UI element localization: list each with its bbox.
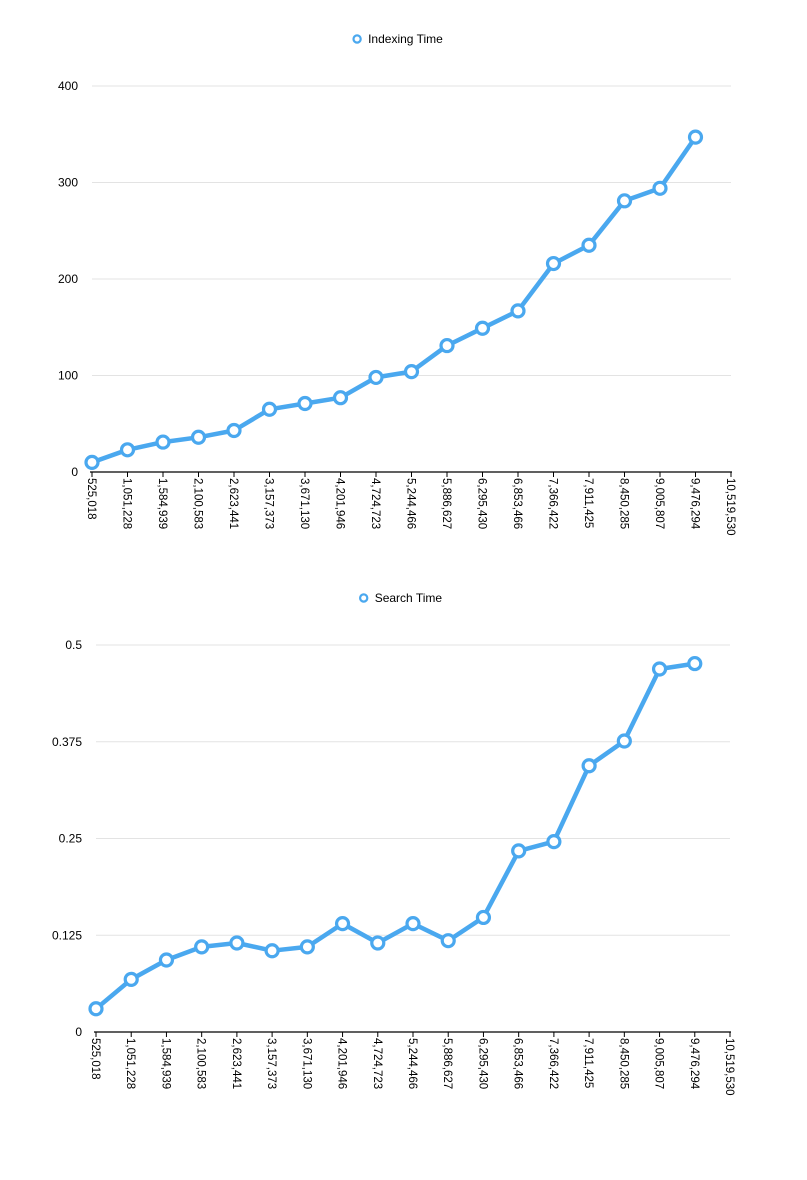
data-point bbox=[474, 320, 491, 336]
x-tick-label: 10,519,530 bbox=[723, 1038, 735, 1096]
data-point bbox=[155, 434, 171, 450]
data-point bbox=[581, 758, 597, 774]
legend: Indexing Time bbox=[352, 32, 443, 46]
x-tick-label: 525,018 bbox=[85, 478, 97, 520]
x-tick-label: 5,244,466 bbox=[406, 1038, 418, 1089]
data-point bbox=[651, 661, 668, 677]
x-tick-label: 7,911,425 bbox=[582, 478, 594, 528]
data-point bbox=[368, 369, 384, 386]
series-line bbox=[89, 134, 698, 465]
data-point bbox=[299, 939, 315, 955]
data-point bbox=[652, 180, 668, 196]
x-tick-label: 1,584,939 bbox=[156, 478, 168, 529]
y-tick-label: 300 bbox=[58, 176, 78, 190]
data-point bbox=[687, 129, 704, 145]
x-tick-label: 3,157,373 bbox=[265, 1038, 277, 1089]
x-tick-label: 6,853,466 bbox=[511, 478, 523, 529]
legend-marker-icon bbox=[359, 593, 369, 603]
data-point bbox=[229, 935, 245, 951]
x-tick-label: 9,005,807 bbox=[653, 478, 665, 529]
data-point bbox=[158, 952, 175, 968]
x-tick-label: 4,724,723 bbox=[369, 478, 381, 529]
x-tick-label: 4,201,946 bbox=[336, 1038, 348, 1089]
legend-label: Search Time bbox=[375, 591, 443, 605]
x-tick-label: 3,671,130 bbox=[298, 478, 310, 529]
data-point bbox=[545, 255, 562, 272]
data-point bbox=[226, 422, 242, 439]
data-point bbox=[190, 429, 207, 445]
data-point bbox=[440, 933, 456, 949]
x-tick-label: 9,476,294 bbox=[688, 1038, 700, 1090]
data-point bbox=[405, 916, 421, 932]
x-tick-label: 525,018 bbox=[89, 1038, 101, 1080]
x-tick-label: 6,853,466 bbox=[512, 1038, 524, 1089]
legend-marker-icon bbox=[352, 34, 362, 44]
data-point bbox=[264, 943, 280, 959]
y-tick-label: 0.5 bbox=[65, 638, 82, 652]
data-point bbox=[616, 193, 633, 209]
x-tick-label: 2,623,441 bbox=[230, 1038, 242, 1089]
data-point bbox=[370, 935, 386, 951]
x-tick-label: 7,366,422 bbox=[547, 1038, 559, 1089]
x-tick-label: 1,051,228 bbox=[121, 478, 133, 529]
legend-label: Indexing Time bbox=[368, 32, 443, 46]
x-tick-label: 2,100,583 bbox=[195, 1038, 207, 1089]
data-point bbox=[334, 916, 351, 932]
x-tick-label: 2,100,583 bbox=[192, 478, 204, 529]
data-point bbox=[332, 390, 349, 406]
x-tick-label: 1,584,939 bbox=[159, 1038, 171, 1089]
data-point bbox=[119, 442, 136, 458]
x-tick-label: 10,519,530 bbox=[724, 478, 736, 536]
x-tick-label: 5,886,627 bbox=[440, 478, 452, 529]
y-tick-label: 0 bbox=[75, 1025, 82, 1039]
data-point bbox=[261, 401, 278, 417]
y-tick-label: 100 bbox=[58, 369, 78, 383]
data-point bbox=[616, 733, 632, 749]
data-point bbox=[687, 655, 703, 672]
series-line bbox=[93, 661, 698, 1012]
data-point bbox=[511, 843, 527, 859]
y-tick-label: 0.25 bbox=[59, 832, 83, 846]
x-tick-label: 7,911,425 bbox=[582, 1038, 594, 1088]
x-tick-label: 5,886,627 bbox=[441, 1038, 453, 1089]
data-point bbox=[546, 833, 562, 850]
data-point bbox=[510, 303, 526, 319]
x-tick-label: 8,450,285 bbox=[617, 1038, 629, 1089]
chart-1: Indexing Time 0 100 200 300 400 525,018 1,051,2… bbox=[58, 32, 736, 536]
data-point bbox=[475, 909, 492, 926]
data-point bbox=[297, 395, 313, 412]
data-point bbox=[439, 337, 455, 354]
x-tick-label: 3,157,373 bbox=[263, 478, 275, 529]
data-point bbox=[194, 939, 210, 955]
x-tick-label: 6,295,430 bbox=[476, 1038, 488, 1089]
y-tick-label: 0.375 bbox=[52, 735, 82, 749]
x-tick-label: 4,724,723 bbox=[371, 1038, 383, 1089]
data-point bbox=[403, 364, 420, 380]
x-tick-label: 7,366,422 bbox=[547, 478, 559, 529]
x-tick-label: 2,623,441 bbox=[227, 478, 239, 529]
y-tick-label: 400 bbox=[58, 79, 78, 93]
data-point bbox=[123, 971, 139, 987]
y-tick-label: 0.125 bbox=[52, 928, 82, 942]
legend: Search Time bbox=[359, 591, 443, 605]
data-point bbox=[84, 454, 100, 470]
data-point bbox=[88, 1001, 104, 1017]
x-tick-label: 3,671,130 bbox=[300, 1038, 312, 1089]
x-tick-label: 1,051,228 bbox=[124, 1038, 136, 1089]
x-tick-label: 5,244,466 bbox=[405, 478, 417, 529]
x-tick-label: 6,295,430 bbox=[476, 478, 488, 529]
x-tick-label: 4,201,946 bbox=[334, 478, 346, 529]
chart-2: Search Time 0 0.125 0.25 0.375 0.5 525,018 1,05… bbox=[52, 591, 735, 1096]
x-tick-label: 9,005,807 bbox=[653, 1038, 665, 1089]
x-tick-label: 9,476,294 bbox=[689, 478, 701, 530]
x-tick-label: 8,450,285 bbox=[618, 478, 630, 529]
data-point bbox=[581, 237, 597, 253]
y-tick-label: 200 bbox=[58, 272, 78, 286]
y-tick-label: 0 bbox=[71, 465, 78, 479]
